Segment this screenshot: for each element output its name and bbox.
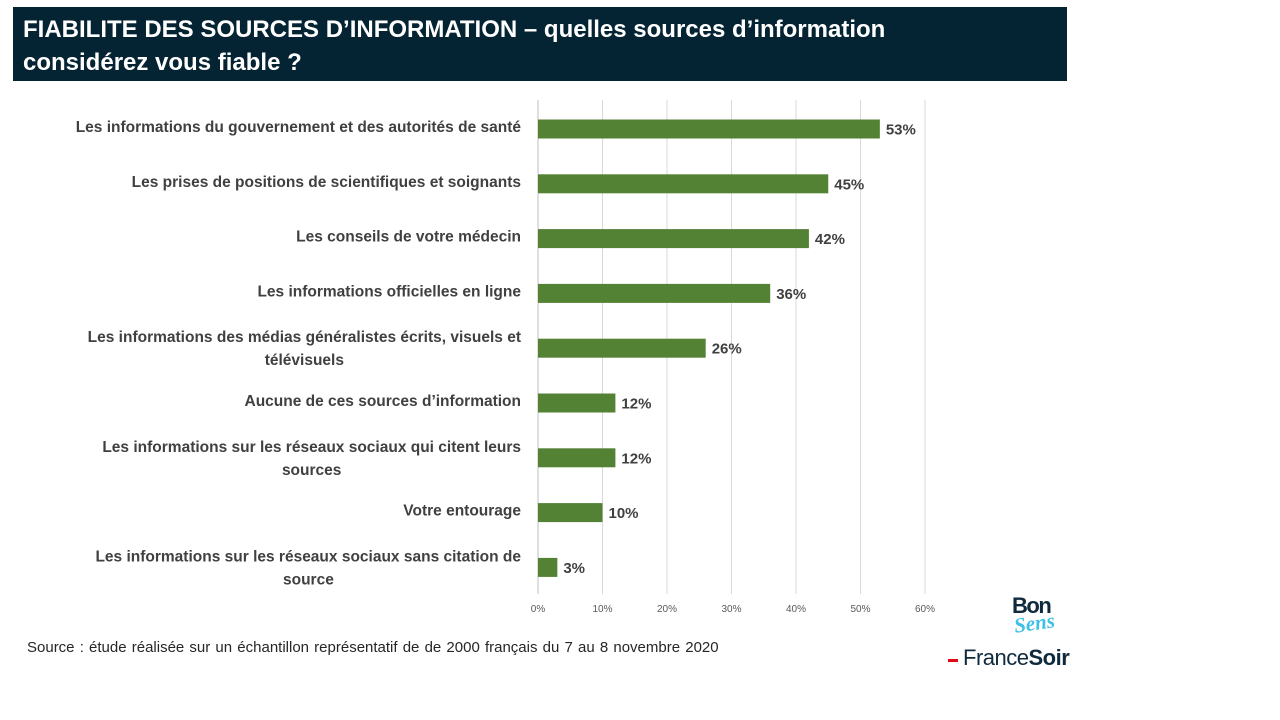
bars <box>538 119 880 577</box>
category-label: Les informations des médias généralistes… <box>88 329 521 346</box>
francesoir-logo-france: France <box>963 645 1029 670</box>
data-label: 45% <box>834 176 864 193</box>
bar <box>538 174 829 194</box>
x-tick-label: 40% <box>786 604 806 615</box>
francesoir-red-dash <box>948 659 958 663</box>
category-label: Votre entourage <box>403 503 521 520</box>
chart-title-line-1: FIABILITE DES SOURCES D’INFORMATION – qu… <box>23 16 886 43</box>
bar <box>538 557 558 577</box>
category-label: Les informations officielles en ligne <box>257 283 521 300</box>
category-label-continuation: télévisuels <box>265 352 344 369</box>
chart-title-line-2: considérez vous fiable ? <box>23 49 302 76</box>
category-labels: Les informations du gouvernement et des … <box>76 119 522 588</box>
data-label: 12% <box>621 450 651 467</box>
bonsens-logo: Bon Sens <box>1008 592 1078 642</box>
bar <box>538 229 809 249</box>
category-label: Les conseils de votre médecin <box>296 229 521 246</box>
francesoir-logo: FranceSoir <box>948 645 1070 673</box>
bar <box>538 448 616 468</box>
source-note: Source : étude réalisée sur un échantill… <box>27 639 719 656</box>
x-tick-label: 60% <box>915 604 935 615</box>
category-label: Les prises de positions de scientifiques… <box>132 174 521 191</box>
bar <box>538 338 706 358</box>
data-label: 53% <box>886 122 916 139</box>
x-tick-label: 20% <box>657 604 677 615</box>
data-label: 42% <box>815 231 845 248</box>
x-tick-label: 50% <box>850 604 870 615</box>
category-label: Les informations sur les réseaux sociaux… <box>95 548 521 565</box>
data-label: 10% <box>609 505 639 522</box>
data-label: 12% <box>621 396 651 413</box>
data-label: 3% <box>563 560 585 577</box>
bonsens-logo-bon: Bon <box>1012 593 1052 618</box>
value-labels: 53% 45% 42% 36% 26% 12% 12% 10% 3% <box>563 122 916 577</box>
bar <box>538 119 880 139</box>
category-label-continuation: sources <box>282 462 341 479</box>
x-axis-ticks: 0% 10% 20% 30% 40% 50% 60% <box>531 604 935 615</box>
x-tick-label: 10% <box>592 604 612 615</box>
x-tick-label: 0% <box>531 604 546 615</box>
category-label: Aucune de ces sources d’information <box>245 393 521 410</box>
bar <box>538 393 616 413</box>
title-banner: FIABILITE DES SOURCES D’INFORMATION – qu… <box>13 7 1067 81</box>
bonsens-logo-sens: Sens <box>1012 608 1057 638</box>
bar <box>538 283 771 303</box>
category-label: Les informations sur les réseaux sociaux… <box>102 439 521 456</box>
francesoir-logo-soir: Soir <box>1028 645 1070 670</box>
category-label: Les informations du gouvernement et des … <box>76 119 522 136</box>
bar <box>538 503 603 523</box>
category-label-continuation: source <box>283 571 334 588</box>
data-label: 36% <box>776 286 806 303</box>
x-tick-label: 30% <box>721 604 741 615</box>
data-label: 26% <box>712 341 742 358</box>
